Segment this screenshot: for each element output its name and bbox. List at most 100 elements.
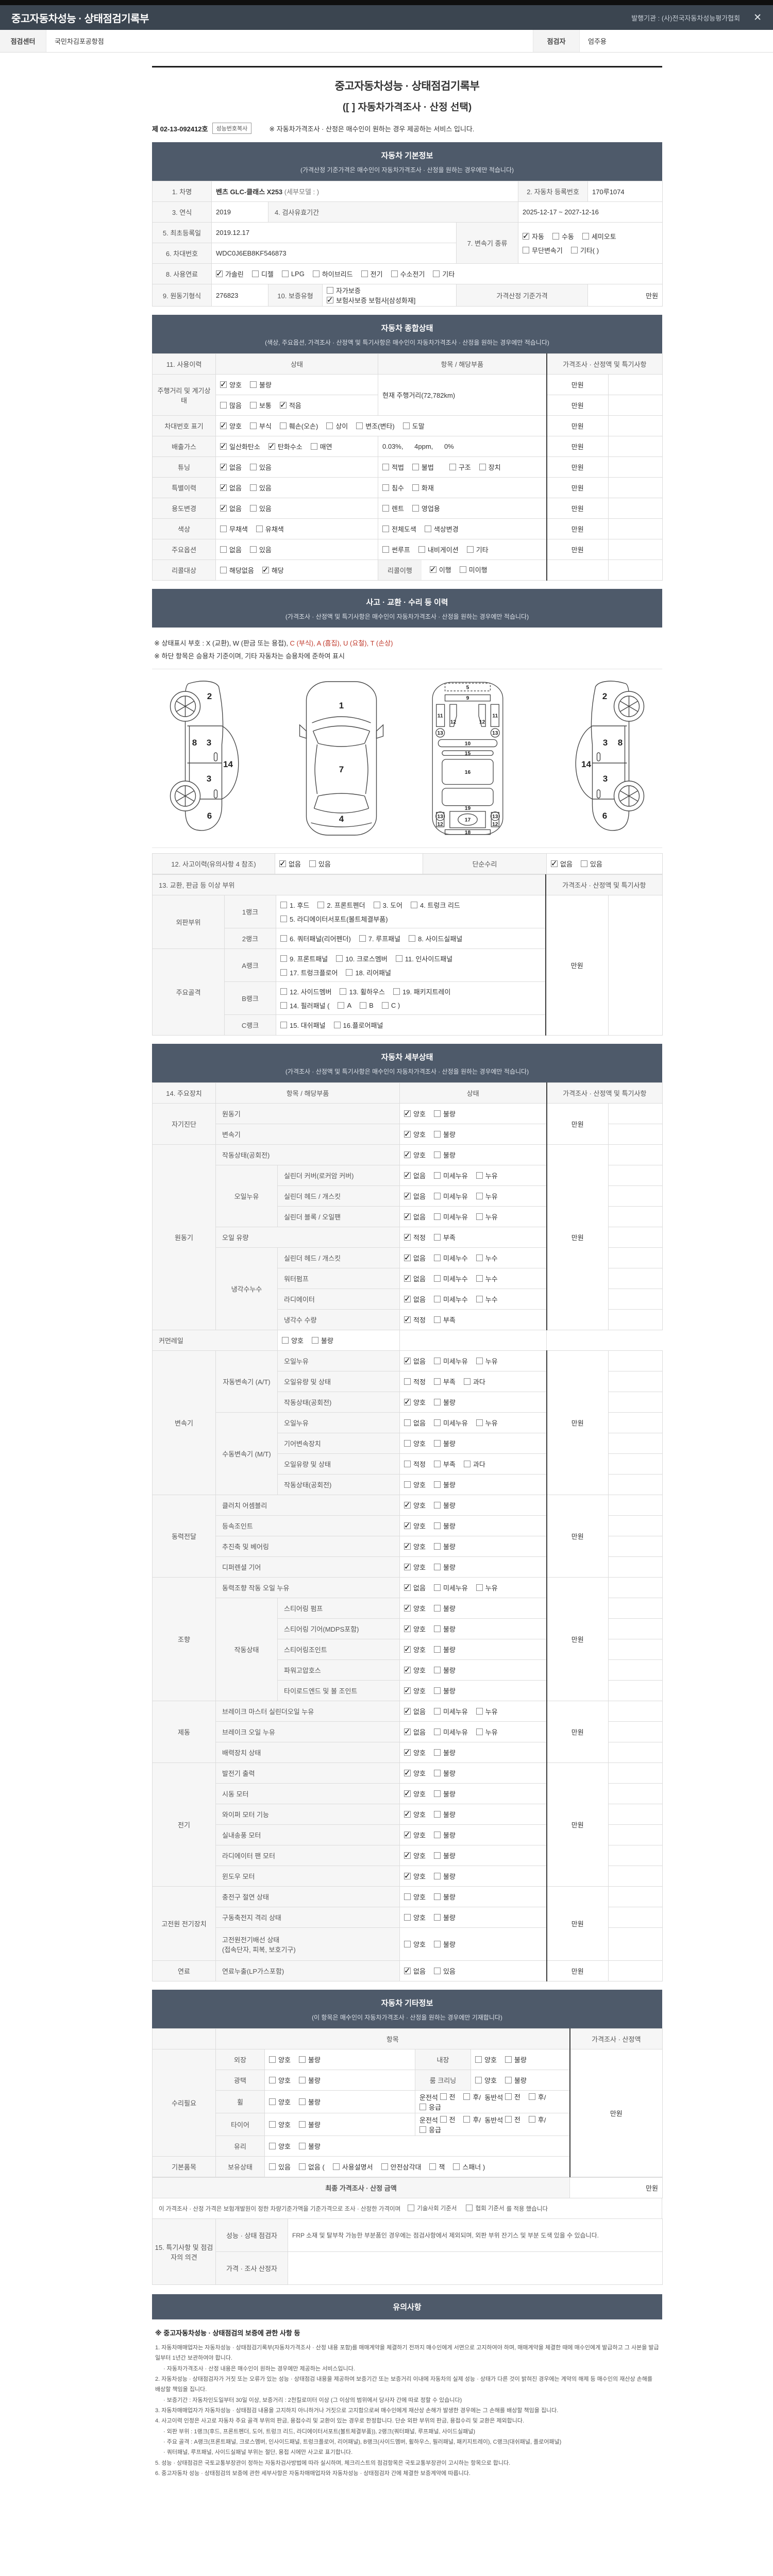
checkbox-icon[interactable] xyxy=(582,232,589,240)
checkbox-icon[interactable] xyxy=(326,422,333,429)
checkbox-icon[interactable] xyxy=(433,1419,441,1426)
checkbox-icon[interactable] xyxy=(433,1151,441,1158)
checkbox-icon[interactable] xyxy=(298,2163,306,2170)
checkbox-icon[interactable] xyxy=(404,1481,411,1488)
checkbox-icon[interactable] xyxy=(449,464,456,470)
checkbox-icon[interactable] xyxy=(433,1110,441,1117)
checkbox-icon[interactable] xyxy=(433,1296,441,1302)
checkbox-icon[interactable] xyxy=(280,1002,287,1009)
checkbox-checked-icon[interactable] xyxy=(404,1541,411,1551)
checkbox-icon[interactable] xyxy=(433,1522,441,1529)
checkbox-checked-icon[interactable] xyxy=(404,1150,411,1159)
checkbox-checked-icon[interactable] xyxy=(279,400,287,410)
checkbox-checked-icon[interactable] xyxy=(404,1521,411,1530)
checkbox-checked-icon[interactable] xyxy=(404,1748,411,1757)
checkbox-icon[interactable] xyxy=(279,422,287,429)
checkbox-icon[interactable] xyxy=(411,901,418,908)
checkbox-icon[interactable] xyxy=(395,955,402,962)
checkbox-checked-icon[interactable] xyxy=(404,1789,411,1798)
checkbox-checked-icon[interactable] xyxy=(404,1109,411,1118)
checkbox-icon[interactable] xyxy=(382,546,389,553)
checkbox-icon[interactable] xyxy=(433,1728,441,1735)
checkbox-icon[interactable] xyxy=(269,2163,276,2170)
checkbox-icon[interactable] xyxy=(505,2093,512,2100)
checkbox-icon[interactable] xyxy=(317,901,325,908)
checkbox-icon[interactable] xyxy=(580,860,587,867)
copy-number-button[interactable]: 성능번호복사 xyxy=(212,123,252,134)
checkbox-icon[interactable] xyxy=(433,1461,441,1467)
checkbox-checked-icon[interactable] xyxy=(404,1768,411,1777)
checkbox-icon[interactable] xyxy=(282,1337,289,1344)
checkbox-icon[interactable] xyxy=(312,270,320,277)
checkbox-icon[interactable] xyxy=(419,2104,426,2110)
checkbox-icon[interactable] xyxy=(393,988,400,995)
checkbox-checked-icon[interactable] xyxy=(404,1562,411,1571)
checkbox-icon[interactable] xyxy=(280,935,287,942)
checkbox-checked-icon[interactable] xyxy=(429,565,436,574)
checkbox-checked-icon[interactable] xyxy=(327,295,333,304)
checkbox-icon[interactable] xyxy=(528,2093,535,2100)
checkbox-icon[interactable] xyxy=(361,270,368,277)
checkbox-checked-icon[interactable] xyxy=(404,1356,411,1365)
checkbox-icon[interactable] xyxy=(476,1419,483,1426)
checkbox-icon[interactable] xyxy=(433,1625,441,1632)
checkbox-icon[interactable] xyxy=(424,526,431,532)
checkbox-icon[interactable] xyxy=(433,1811,441,1818)
checkbox-icon[interactable] xyxy=(220,526,227,532)
checkbox-icon[interactable] xyxy=(476,1358,483,1364)
checkbox-icon[interactable] xyxy=(528,2116,535,2123)
checkbox-icon[interactable] xyxy=(404,1893,411,1900)
checkbox-icon[interactable] xyxy=(269,2143,276,2149)
checkbox-icon[interactable] xyxy=(570,246,578,253)
checkbox-icon[interactable] xyxy=(466,2205,473,2212)
checkbox-icon[interactable] xyxy=(475,2056,482,2063)
checkbox-icon[interactable] xyxy=(463,2093,470,2100)
checkbox-checked-icon[interactable] xyxy=(404,1871,411,1880)
checkbox-checked-icon[interactable] xyxy=(404,1191,411,1200)
checkbox-icon[interactable] xyxy=(418,546,425,553)
checkbox-checked-icon[interactable] xyxy=(404,1232,411,1242)
checkbox-icon[interactable] xyxy=(476,1296,483,1302)
checkbox-icon[interactable] xyxy=(249,422,257,429)
checkbox-icon[interactable] xyxy=(433,1687,441,1694)
checkbox-icon[interactable] xyxy=(479,464,486,470)
checkbox-icon[interactable] xyxy=(249,464,257,470)
checkbox-icon[interactable] xyxy=(433,1213,441,1220)
checkbox-icon[interactable] xyxy=(433,1708,441,1715)
checkbox-checked-icon[interactable] xyxy=(404,1645,411,1654)
checkbox-icon[interactable] xyxy=(404,1378,411,1385)
checkbox-icon[interactable] xyxy=(269,2056,276,2063)
checkbox-icon[interactable] xyxy=(433,1193,441,1199)
checkbox-icon[interactable] xyxy=(269,2077,276,2083)
checkbox-icon[interactable] xyxy=(433,1852,441,1859)
checkbox-icon[interactable] xyxy=(476,1584,483,1591)
checkbox-icon[interactable] xyxy=(433,1584,441,1591)
checkbox-checked-icon[interactable] xyxy=(216,269,223,278)
checkbox-icon[interactable] xyxy=(433,1873,441,1879)
checkbox-icon[interactable] xyxy=(333,1022,341,1028)
checkbox-checked-icon[interactable] xyxy=(404,1809,411,1819)
checkbox-icon[interactable] xyxy=(280,901,287,908)
checkbox-icon[interactable] xyxy=(280,969,287,976)
checkbox-icon[interactable] xyxy=(433,1275,441,1282)
checkbox-icon[interactable] xyxy=(433,1481,441,1488)
checkbox-icon[interactable] xyxy=(382,505,389,512)
checkbox-checked-icon[interactable] xyxy=(404,1397,411,1406)
checkbox-icon[interactable] xyxy=(281,270,289,277)
checkbox-icon[interactable] xyxy=(280,915,287,922)
checkbox-icon[interactable] xyxy=(433,1172,441,1179)
checkbox-checked-icon[interactable] xyxy=(404,1830,411,1839)
checkbox-icon[interactable] xyxy=(340,988,347,995)
checkbox-icon[interactable] xyxy=(433,1255,441,1261)
checkbox-icon[interactable] xyxy=(433,1749,441,1756)
checkbox-icon[interactable] xyxy=(552,232,559,240)
checkbox-checked-icon[interactable] xyxy=(220,380,227,389)
checkbox-icon[interactable] xyxy=(433,1832,441,1838)
checkbox-icon[interactable] xyxy=(523,246,530,253)
checkbox-icon[interactable] xyxy=(433,1399,441,1405)
checkbox-icon[interactable] xyxy=(346,969,353,976)
checkbox-icon[interactable] xyxy=(280,1022,287,1028)
checkbox-checked-icon[interactable] xyxy=(404,1665,411,1674)
checkbox-icon[interactable] xyxy=(463,2116,470,2123)
checkbox-icon[interactable] xyxy=(298,2143,306,2149)
